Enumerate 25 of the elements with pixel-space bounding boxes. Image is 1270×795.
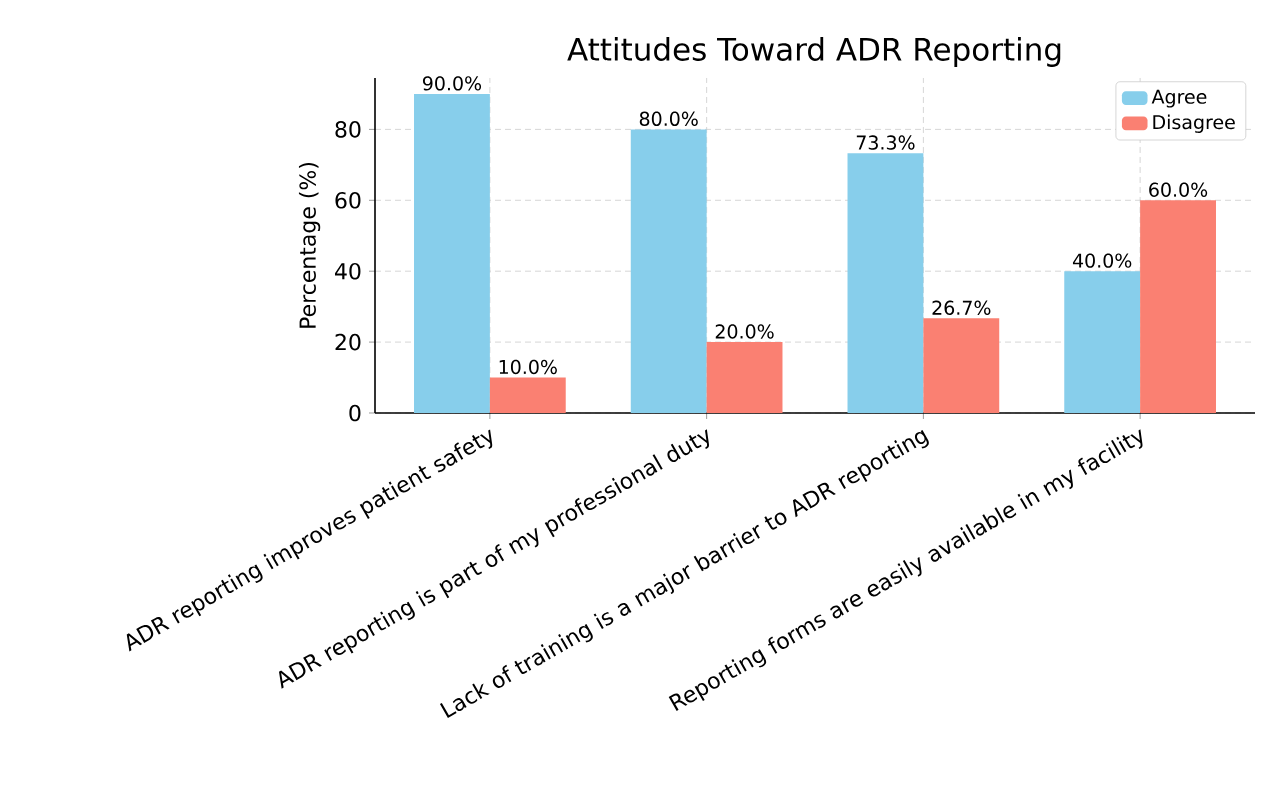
data-label: 26.7%: [932, 300, 991, 315]
legend-label: Agree: [1151, 89, 1207, 108]
data-label: 90.0%: [422, 76, 482, 91]
bar: [414, 93, 490, 413]
bar: [847, 153, 924, 413]
data-label: 40.0%: [1072, 253, 1132, 268]
data-label: 10.0%: [499, 359, 557, 375]
data-label: 60.0%: [1149, 182, 1208, 197]
y-tick-label: 80: [335, 121, 361, 138]
chart-title: Attitudes Toward ADR Reporting: [567, 36, 1061, 67]
bar: [1064, 271, 1141, 413]
data-label: 73.3%: [856, 135, 915, 150]
bar: [630, 129, 707, 413]
bar: [1140, 200, 1216, 413]
y-tick-label: 60: [335, 191, 361, 209]
y-axis-title: Percentage (%): [298, 162, 321, 328]
y-tick-label: 0: [349, 404, 361, 422]
data-label: 80.0%: [639, 111, 698, 126]
data-label: 20.0%: [715, 324, 774, 339]
bar: [923, 318, 1000, 413]
legend-label: Disagree: [1153, 114, 1235, 133]
bar: [706, 342, 783, 413]
y-tick-label: 20: [335, 333, 361, 351]
bar: [489, 377, 566, 413]
y-tick-label: 40: [335, 262, 361, 280]
